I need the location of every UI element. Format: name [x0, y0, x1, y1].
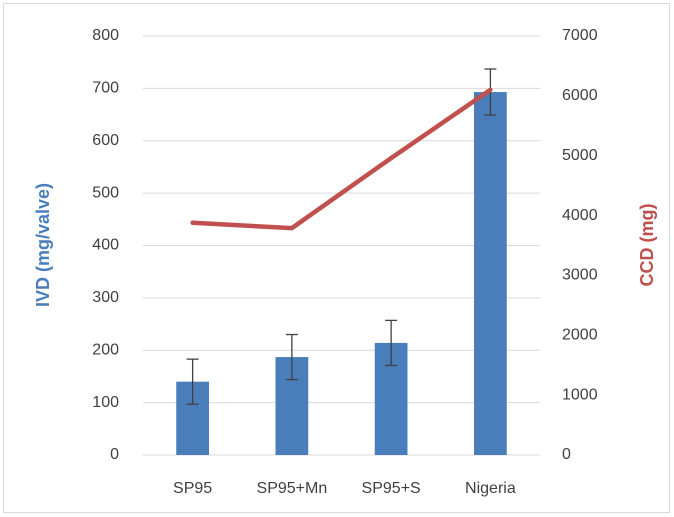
- y-tick-label: 200: [92, 341, 119, 358]
- y2-tick-label: 0: [562, 446, 571, 463]
- y-tick-label: 0: [110, 446, 119, 463]
- y2-tick-label: 2000: [562, 327, 598, 344]
- x-tick-label: SP95: [173, 480, 212, 497]
- y-tick-label: 600: [92, 132, 119, 149]
- y-tick-label: 300: [92, 289, 119, 306]
- y-tick-label: 400: [92, 237, 119, 254]
- error-bar: [385, 319, 398, 367]
- x-tick-label: Nigeria: [465, 480, 516, 497]
- y2-axis-title: CCD (mg): [637, 204, 657, 287]
- y-axis-title: IVD (mg/valve): [33, 183, 53, 307]
- y-tick-label: 800: [92, 27, 119, 44]
- y2-tick-label: 5000: [562, 147, 598, 164]
- y2-tick-label: 7000: [562, 27, 598, 44]
- x-tick-label: SP95+Mn: [257, 480, 328, 497]
- y-tick-label: 100: [92, 394, 119, 411]
- y-tick-label: 700: [92, 80, 119, 97]
- y-tick-label: 500: [92, 184, 119, 201]
- y2-tick-label: 4000: [562, 207, 598, 224]
- y2-tick-label: 1000: [562, 386, 598, 403]
- bar: [473, 92, 507, 455]
- error-bar: [285, 333, 298, 381]
- line: [190, 87, 493, 231]
- y2-tick-label: 6000: [562, 87, 598, 104]
- y2-tick-label: 3000: [562, 267, 598, 284]
- error-bar: [186, 358, 199, 405]
- x-tick-label: SP95+S: [362, 480, 421, 497]
